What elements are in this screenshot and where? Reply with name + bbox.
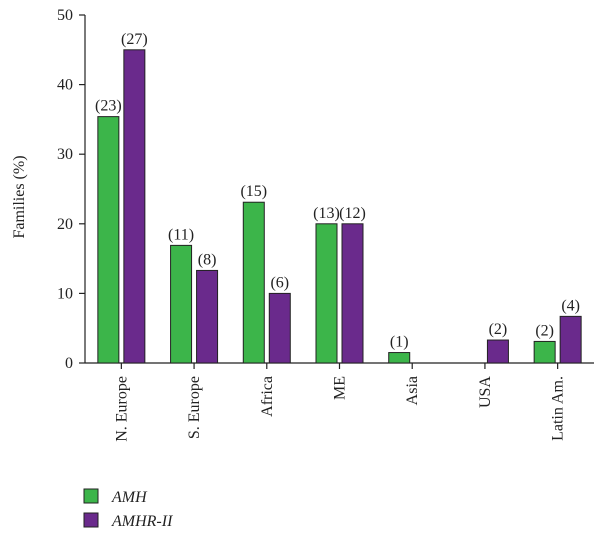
bar-amhr-ii xyxy=(486,339,509,364)
bar-value-label: (11) xyxy=(168,226,194,243)
chart-legend: AMH AMHR-II xyxy=(83,488,173,530)
x-tick-label: Asia xyxy=(404,376,421,405)
y-tick-label: 0 xyxy=(65,355,73,372)
x-tick-label: N. Europe xyxy=(113,376,130,442)
x-tick-label: Africa xyxy=(259,376,276,417)
bar-value-label: (8) xyxy=(198,251,217,268)
chart-axes xyxy=(79,14,594,369)
y-axis-label: Families (%) xyxy=(11,155,28,238)
bar-amh xyxy=(533,340,556,364)
bar-amh xyxy=(170,244,193,364)
bar-amhr-ii xyxy=(123,49,146,364)
chart-bars xyxy=(97,49,582,364)
legend-label: AMHR-II xyxy=(111,513,173,530)
bar-amh xyxy=(242,201,265,364)
legend-label: AMH xyxy=(111,489,148,506)
bar-value-label: (27) xyxy=(121,31,148,48)
bar-value-label: (13) xyxy=(313,205,340,222)
y-tick-label: 20 xyxy=(57,216,73,233)
bar-amhr-ii xyxy=(196,269,219,364)
bar-value-label: (15) xyxy=(240,183,267,200)
legend-swatch xyxy=(83,488,99,504)
bar-amhr-ii xyxy=(268,292,291,364)
bar-value-label: (1) xyxy=(390,334,409,351)
bar-value-label: (2) xyxy=(535,322,554,339)
y-tick-label: 50 xyxy=(57,7,73,24)
chart-tick-labels: 0 10 20 30 40 50 N. Europe S. Europe Africa ME Asi… xyxy=(57,7,567,442)
x-tick-label: ME xyxy=(332,376,349,400)
bar-value-label: (4) xyxy=(561,297,580,314)
chart-bar-labels: (23) (27) (11)(8) (15) (6) (13) (12) (1) (2) (2) (… xyxy=(95,31,580,351)
bar-amh xyxy=(315,223,338,364)
y-tick-label: 30 xyxy=(57,146,73,163)
y-tick-label: 10 xyxy=(57,285,73,302)
legend-swatch xyxy=(83,512,99,528)
y-tick-label: 40 xyxy=(57,77,73,94)
x-tick-label: S. Europe xyxy=(186,376,203,439)
bar-value-label: (2) xyxy=(489,321,508,338)
bar-amhr-ii xyxy=(559,315,582,364)
bar-amhr-ii xyxy=(341,223,364,364)
x-tick-label: USA xyxy=(477,376,494,408)
bar-value-label: (12) xyxy=(339,205,366,222)
x-tick-label: Latin Am. xyxy=(550,376,567,441)
bar-value-label: (23) xyxy=(95,98,122,115)
bar-value-label: (6) xyxy=(270,274,289,291)
bar-amh xyxy=(97,116,120,364)
bar-amh xyxy=(388,352,411,364)
